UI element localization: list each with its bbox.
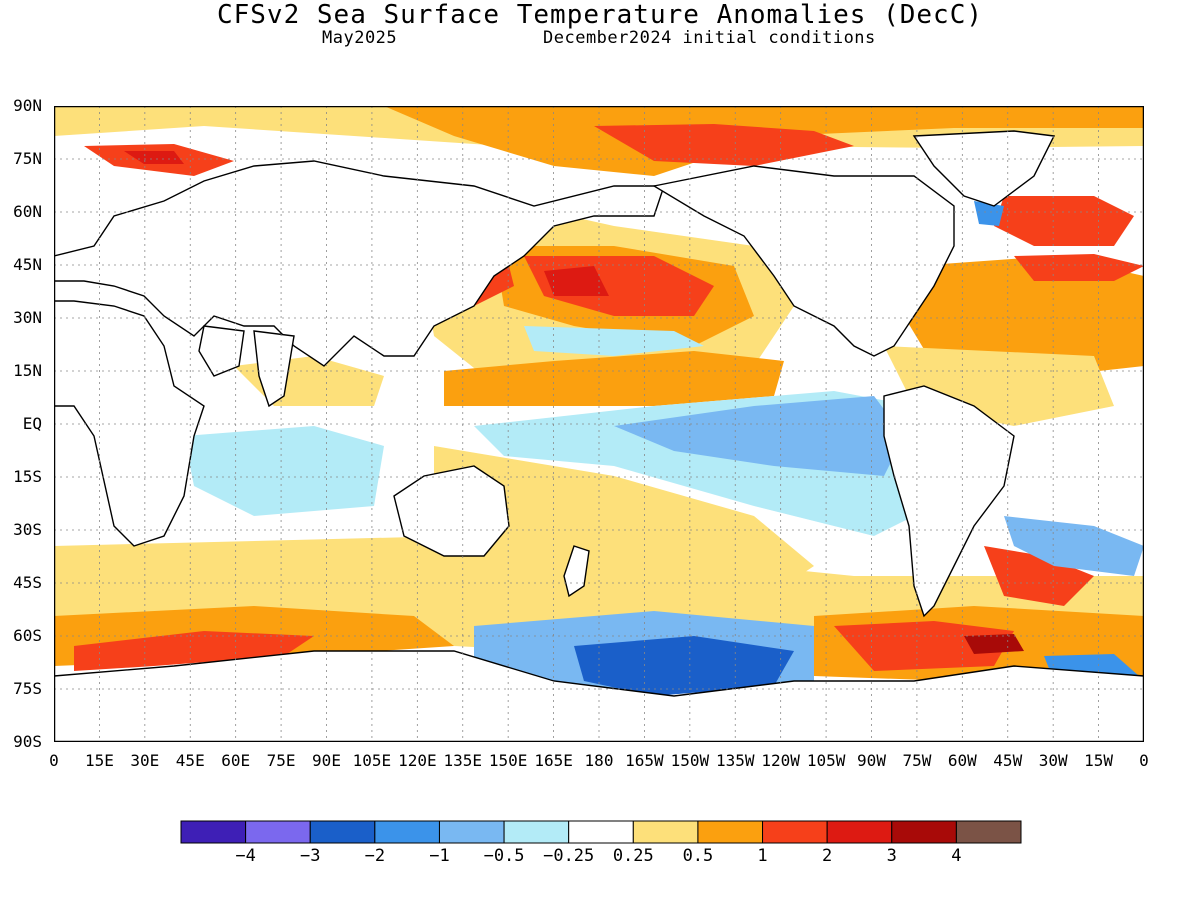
- lon-label: 30W: [1038, 751, 1068, 770]
- lon-label: 15E: [84, 751, 114, 770]
- legend-label: 0.25: [612, 846, 654, 866]
- barents-darkred: [124, 151, 184, 164]
- legend-swatch: [632, 820, 699, 844]
- lon-label: 105W: [806, 751, 846, 770]
- legend-label: 3: [886, 846, 897, 866]
- lon-label: 45W: [993, 751, 1023, 770]
- legend-label: 4: [951, 846, 962, 866]
- lon-label: 150W: [670, 751, 710, 770]
- lon-label: 90E: [312, 751, 341, 770]
- arctic-red: [594, 124, 854, 166]
- sst-anomaly-map: [54, 106, 1144, 742]
- southern-ocean-red-west: [74, 631, 314, 671]
- south-america-continent: [883, 385, 1015, 618]
- new-zealand: [563, 545, 590, 598]
- lon-label: 165E: [534, 751, 573, 770]
- lon-label: 135E: [443, 751, 483, 770]
- lat-label: 45S: [13, 573, 42, 592]
- lon-label: 90W: [857, 751, 886, 770]
- legend-label: −4: [235, 846, 256, 866]
- lon-label: 105E: [352, 751, 392, 770]
- india-subcontinent: [253, 330, 295, 408]
- legend-swatch: [374, 820, 440, 844]
- legend-label: 1: [757, 846, 768, 866]
- indian-ocean-lightcyan: [184, 426, 384, 516]
- south-atlantic-blue: [1004, 516, 1144, 576]
- map-frame: [54, 106, 1144, 742]
- south-atlantic-red: [984, 546, 1094, 606]
- north-pacific-lightblue: [524, 326, 704, 356]
- lon-label: 165W: [625, 751, 664, 770]
- lon-label: 60W: [947, 751, 977, 770]
- arabia-peninsula: [198, 325, 245, 377]
- lat-label: 30N: [13, 308, 42, 327]
- indian-ocean-yellow: [234, 356, 384, 406]
- lon-label: 120W: [761, 751, 800, 770]
- lat-label: 60N: [13, 202, 42, 221]
- north-atlantic-red: [994, 196, 1134, 246]
- legend-swatch: [826, 820, 893, 844]
- australia-continent: [393, 465, 510, 557]
- lon-label: 0: [1139, 751, 1149, 770]
- lon-label: 0: [49, 751, 59, 770]
- lon-label: 150E: [488, 751, 528, 770]
- map-title: CFSv2 Sea Surface Temperature Anomalies …: [216, 0, 984, 30]
- legend-label: 2: [822, 846, 833, 866]
- legend-swatch: [503, 820, 570, 844]
- lon-label: 135W: [715, 751, 755, 770]
- africa-continent: [54, 300, 205, 547]
- gridlines: [54, 106, 1144, 742]
- legend-swatch: [180, 820, 247, 844]
- legend-swatch: [309, 820, 376, 844]
- init-conditions: December2024 initial conditions: [543, 28, 876, 48]
- north-america-continent: [652, 165, 955, 357]
- lat-label: 90S: [13, 732, 42, 751]
- legend-swatch: [762, 820, 828, 844]
- legend-swatch: [891, 820, 957, 844]
- legend-swatch: [438, 820, 505, 844]
- lat-label: 75S: [13, 679, 42, 698]
- lon-label: 120E: [398, 751, 437, 770]
- color-legend: [180, 820, 1022, 844]
- north-pacific-darkred: [544, 266, 609, 296]
- lon-label: 75W: [902, 751, 932, 770]
- arctic-orange: [384, 106, 1144, 176]
- eq-pacific-lightblue: [614, 396, 904, 476]
- lat-label: 45N: [13, 255, 42, 274]
- legend-swatch: [245, 820, 311, 844]
- lat-label: 75N: [13, 149, 42, 168]
- legend-label: −0.5: [483, 846, 525, 866]
- legend-swatch: [697, 820, 764, 844]
- lon-label: 60E: [221, 751, 251, 770]
- lat-label: 30S: [13, 520, 42, 539]
- lon-label: 180: [584, 751, 614, 770]
- legend-swatch: [955, 820, 1022, 844]
- legend-label: −2: [364, 846, 386, 866]
- lat-label: 60S: [13, 626, 42, 645]
- legend-label: −3: [299, 846, 321, 866]
- lon-label: 30E: [130, 751, 160, 770]
- legend-swatch: [568, 820, 634, 844]
- southern-ocean-red-east: [834, 621, 1014, 671]
- pacific-orange-tropics: [444, 351, 784, 406]
- gulf-stream-red: [1014, 254, 1144, 281]
- legend-label: −1: [429, 846, 450, 866]
- lon-label: 75E: [266, 751, 296, 770]
- lat-label: 15N: [13, 361, 42, 380]
- legend-label: −0.25: [543, 846, 595, 866]
- north-atlantic-orange: [904, 256, 1144, 376]
- lat-label: EQ: [22, 414, 42, 433]
- greenland: [912, 130, 1056, 207]
- lon-label: 15W: [1084, 751, 1114, 770]
- lat-label: 15S: [13, 467, 42, 486]
- lon-label: 45E: [175, 751, 205, 770]
- labrador-blue: [974, 201, 1004, 226]
- ross-sea-darkblue: [574, 636, 794, 696]
- weddell-darkred: [964, 634, 1024, 654]
- lat-label: 90N: [13, 96, 42, 115]
- legend-label: 0.5: [682, 846, 714, 866]
- valid-month: May2025: [322, 28, 398, 48]
